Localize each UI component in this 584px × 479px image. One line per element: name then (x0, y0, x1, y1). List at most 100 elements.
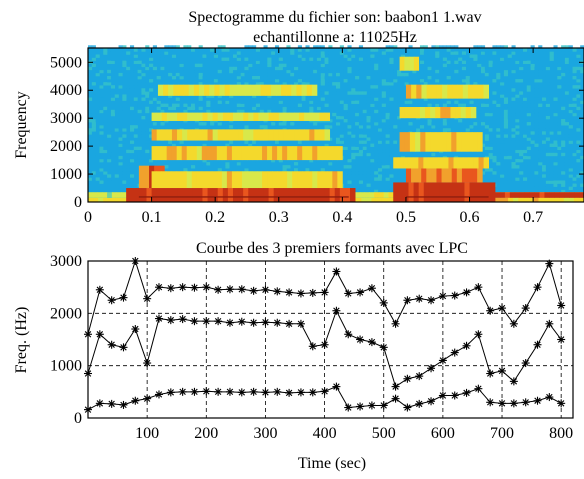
spectrogram-cell (95, 183, 100, 187)
spectrogram-cell (465, 122, 470, 126)
spectrogram-cell (530, 140, 535, 144)
spectrogram-cell (545, 79, 550, 83)
spectrogram-cell (305, 51, 310, 55)
spectrogram-cell (561, 125, 566, 129)
spectrogram-cell (366, 183, 371, 187)
spectrogram-cell (461, 66, 467, 71)
spectrogram-cell (385, 146, 390, 151)
spectrogram-cell (435, 152, 440, 157)
spectrogram-cell (179, 72, 184, 77)
spectrogram-cell (469, 125, 474, 129)
spectrogram-cell (255, 168, 260, 172)
spectrogram-cell (99, 180, 104, 184)
spectrogram-cell (400, 79, 405, 83)
spectrogram-cell (511, 91, 516, 95)
spectrogram-cell (412, 48, 417, 52)
spectrogram-cell (316, 48, 322, 52)
spectrogram-band-cell (304, 188, 310, 202)
spectrogram-cell (564, 158, 570, 163)
formant-point (237, 317, 246, 326)
spectrogram-cell (503, 100, 508, 104)
spectrogram-cell (168, 45, 173, 49)
spectrogram-cell (137, 162, 142, 166)
spectrogram-cell (271, 82, 276, 86)
spectrogram-cell (370, 155, 375, 160)
spectrogram-cell (343, 134, 348, 138)
spectrogram-band-cell (278, 129, 285, 141)
formant-point (415, 399, 424, 408)
spectrogram-cell (515, 183, 520, 187)
spectrogram-cell (347, 54, 352, 58)
spectrogram-band-cell (456, 132, 462, 152)
spectrogram-cell (282, 79, 287, 83)
spectrogram-cell (397, 85, 402, 89)
spectrogram-cell (572, 134, 577, 138)
spectrogram-cell (496, 119, 501, 123)
spectrogram-cell (114, 109, 119, 114)
spectrogram-cell (419, 45, 425, 49)
spectrogram-cell (477, 63, 482, 68)
formant-point (344, 289, 353, 298)
spectrogram-cell (305, 48, 310, 52)
spectrogram-cell (488, 109, 493, 114)
formant-x-tick-label: 500 (372, 425, 396, 442)
spectrogram-band-cell (176, 146, 183, 161)
spectrogram-cell (564, 97, 570, 101)
spectrogram-cell (545, 131, 550, 135)
spectrogram-cell (202, 94, 207, 98)
spectrogram-cell (522, 79, 528, 83)
spectrogram-cell (522, 149, 528, 154)
spectrogram-cell (309, 140, 314, 144)
spectrogram-cell (267, 168, 272, 172)
spectrogram-cell (99, 69, 104, 74)
spectrogram-cell (580, 109, 584, 114)
spectrogram-cell (175, 72, 180, 77)
spectrogram-cell (557, 66, 562, 71)
spectrogram-cell (122, 45, 127, 49)
spectrogram-cell (439, 57, 444, 61)
spectrogram-band-cell (564, 192, 570, 198)
spectrogram-cell (110, 51, 116, 55)
spectrogram-band-cell (456, 168, 463, 183)
spectrogram-cell (484, 134, 489, 138)
formant-frame (87, 260, 574, 419)
spectrogram-x-tick-label: 0.1 (142, 209, 162, 226)
spectrogram-cell (198, 51, 203, 55)
spectrogram-cell (568, 152, 573, 157)
spectrogram-cell (313, 158, 318, 163)
spectrogram-band-cell (267, 146, 273, 161)
spectrogram-cell (274, 75, 280, 80)
spectrogram-cell (252, 60, 257, 64)
spectrogram-cell (145, 88, 150, 92)
spectrogram-cell (278, 97, 283, 101)
spectrogram-cell (141, 91, 146, 95)
spectrogram-band-cell (287, 171, 293, 189)
spectrogram-cell (286, 66, 291, 71)
spectrogram-band-cell (463, 157, 469, 169)
spectrogram-cell (488, 115, 493, 120)
formant-point (474, 330, 483, 339)
spectrogram-cell (252, 75, 257, 80)
spectrogram-cell (526, 152, 531, 157)
spectrogram-cell (381, 177, 386, 181)
spectrogram-band-cell (283, 188, 290, 202)
spectrogram-band-cell (253, 129, 259, 141)
formant-point (332, 306, 341, 315)
spectrogram-cell (137, 112, 142, 117)
spectrogram-cell (370, 72, 375, 77)
spectrogram-cell (534, 48, 539, 52)
spectrogram-cell (370, 143, 375, 147)
spectrogram-cell (126, 174, 131, 178)
spectrogram-cell (389, 79, 394, 83)
spectrogram-cell (316, 54, 322, 58)
spectrogram-cell (366, 149, 371, 154)
spectrogram-cell (572, 75, 577, 80)
spectrogram-cell (435, 100, 440, 104)
spectrogram-cell (259, 165, 264, 169)
spectrogram-cell (114, 137, 119, 141)
spectrogram-cell (91, 128, 96, 132)
spectrogram-cell (480, 171, 486, 175)
spectrogram-cell (88, 174, 93, 178)
spectrogram-cell (336, 48, 341, 52)
formant-point (178, 387, 187, 396)
